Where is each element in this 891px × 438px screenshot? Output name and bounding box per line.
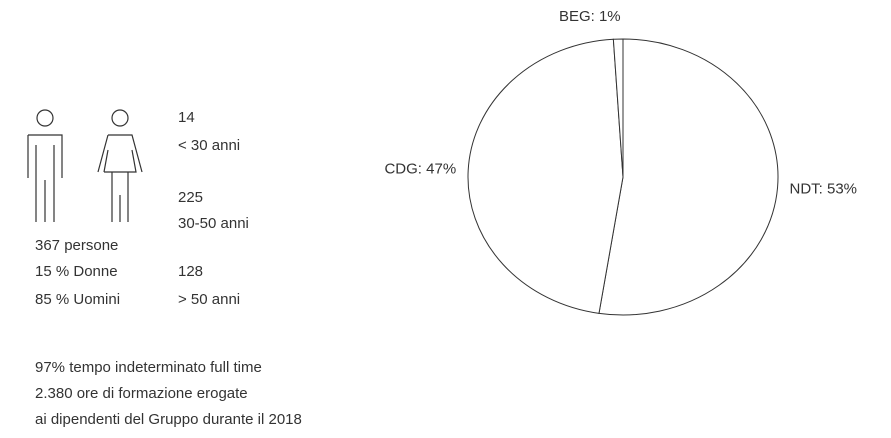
slice-label: BEG: 1%: [559, 8, 621, 25]
pie-slice: [467, 38, 624, 314]
age-count: 225: [178, 189, 203, 206]
pie-slice: [598, 38, 779, 316]
man-icon: [27, 109, 63, 222]
people-women: 15 % Donne: [35, 263, 118, 280]
age-count: 128: [178, 263, 203, 280]
age-label: < 30 anni: [178, 137, 240, 154]
pie-slice: [612, 38, 624, 178]
slice-label: NDT: 53%: [789, 180, 857, 197]
people-men: 85 % Uomini: [35, 291, 120, 308]
note: ai dipendenti del Gruppo durante il 2018: [35, 411, 302, 428]
woman-icon: [97, 109, 143, 222]
age-label: 30-50 anni: [178, 215, 249, 232]
slice-label: CDG: 47%: [384, 161, 456, 178]
note: 97% tempo indeterminato full time: [35, 359, 262, 376]
note: 2.380 ore di formazione erogate: [35, 385, 248, 402]
age-count: 14: [178, 109, 195, 126]
people-total: 367 persone: [35, 237, 118, 254]
age-label: > 50 anni: [178, 291, 240, 308]
